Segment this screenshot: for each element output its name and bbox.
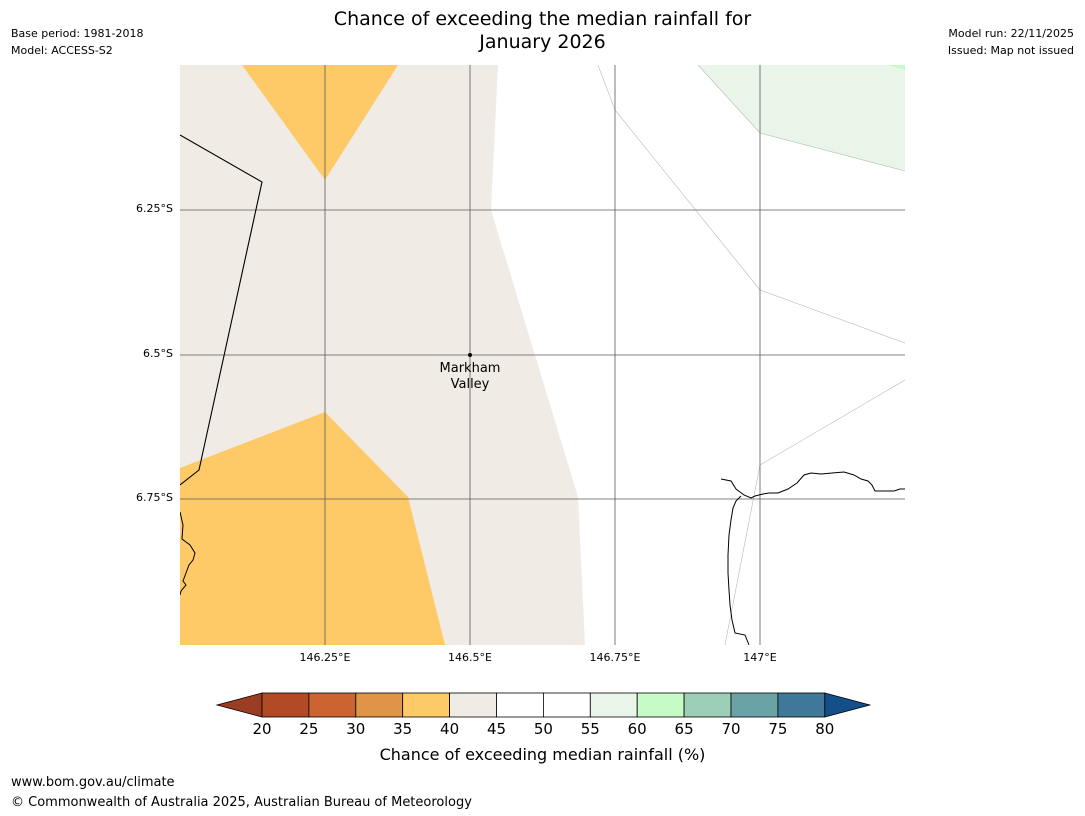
colorbar-segment	[777, 692, 826, 718]
colorbar-segment	[402, 692, 450, 718]
colorbar-tick-label: 55	[580, 720, 600, 738]
colorbar-tick-label: 70	[721, 720, 741, 738]
colorbar-segment	[589, 692, 638, 718]
region-55-60	[698, 65, 905, 171]
colorbar-segment	[542, 692, 591, 718]
place-label-line-1: Markham	[440, 361, 501, 376]
model-run: Model run: 22/11/2025	[948, 27, 1074, 40]
lon-label-146-25: 146.25°E	[299, 651, 351, 664]
colorbar-segment	[730, 692, 779, 718]
colorbar-extend-high	[824, 692, 871, 718]
colorbar-segment	[636, 692, 685, 718]
coastline-south	[727, 495, 750, 645]
colorbar-tick-label: 65	[674, 720, 694, 738]
colorbar-segment	[496, 692, 544, 718]
place-marker	[468, 353, 472, 357]
colorbar-tick-label: 25	[299, 720, 319, 738]
region-35-40-south	[180, 412, 445, 645]
contour-line	[759, 379, 905, 466]
map-title: Chance of exceeding the median rainfall …	[0, 8, 1085, 54]
colorbar-tick-label: 40	[440, 720, 460, 738]
meta-right: Model run: 22/11/2025 Issued: Map not is…	[948, 25, 1074, 59]
colorbar-tick-label: 30	[346, 720, 366, 738]
colorbar-tick-label: 45	[486, 720, 507, 738]
colorbar-tick-label: 35	[393, 720, 413, 738]
title-line-2: January 2026	[479, 31, 606, 53]
coastline-west	[180, 511, 196, 596]
colorbar-segment	[355, 692, 404, 718]
colorbar-tick-label: 80	[815, 720, 835, 738]
colorbar-extend-low	[215, 692, 263, 718]
lat-label-6-25: 6.25°S	[136, 202, 173, 215]
colorbar-tick-label: 60	[627, 720, 647, 738]
contour-line	[597, 65, 905, 344]
region-60-65	[888, 65, 905, 70]
colorbar-tick-label: 20	[252, 720, 272, 738]
region-35-40-north	[242, 65, 398, 180]
boundary-line	[180, 134, 263, 486]
lon-label-146-5: 146.5°E	[448, 651, 492, 664]
footer-url[interactable]: www.bom.gov.au/climate	[11, 775, 175, 790]
colorbar-segment	[449, 692, 497, 718]
colorbar-tick-label: 50	[533, 720, 553, 738]
model-name: Model: ACCESS-S2	[11, 44, 113, 57]
meta-left: Base period: 1981-2018 Model: ACCESS-S2	[11, 25, 143, 59]
title-line-1: Chance of exceeding the median rainfall …	[333, 8, 752, 30]
lon-label-147: 147°E	[743, 651, 777, 664]
issued-status: Issued: Map not issued	[947, 44, 1074, 57]
colorbar-label: Chance of exceeding median rainfall (%)	[379, 745, 706, 764]
coastline-east	[720, 471, 905, 499]
lat-label-6-5: 6.5°S	[143, 347, 173, 360]
colorbar-segment	[308, 692, 357, 718]
place-label-line-2: Valley	[451, 377, 490, 392]
colorbar-tick-label: 75	[768, 720, 788, 738]
rainfall-map: Markham Valley	[180, 65, 905, 645]
base-period: Base period: 1981-2018	[11, 27, 144, 40]
colorbar-segment	[261, 692, 310, 718]
lon-label-146-75: 146.75°E	[589, 651, 641, 664]
colorbar-segment	[683, 692, 732, 718]
colorbar	[215, 692, 871, 718]
lat-label-6-75: 6.75°S	[136, 491, 173, 504]
footer-copyright: © Commonwealth of Australia 2025, Austra…	[11, 795, 472, 810]
